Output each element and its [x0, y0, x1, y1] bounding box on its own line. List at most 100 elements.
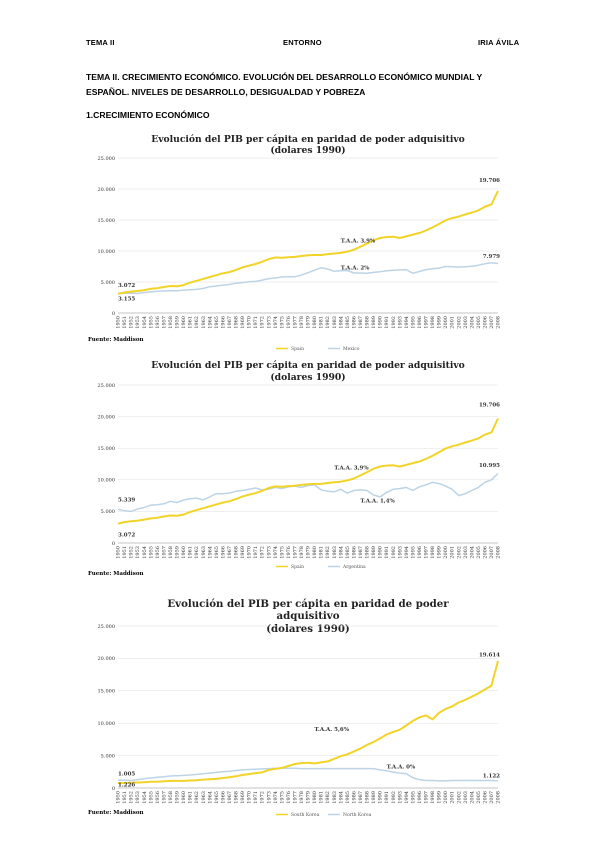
series-line-north-korea — [117, 767, 499, 782]
document-title: TEMA II. CRECIMIENTO ECONÓMICO. EVOLUCIÓ… — [86, 72, 483, 97]
x-tick-label: 1982 — [325, 316, 331, 329]
data-label: 3.155 — [118, 297, 135, 303]
x-tick-label: 1951 — [122, 791, 128, 804]
x-tick-label: 1951 — [122, 316, 128, 329]
x-tick-label: 2000 — [443, 546, 449, 559]
x-tick-label: 2005 — [476, 316, 482, 329]
x-tick-label: 1986 — [351, 791, 357, 804]
y-tick-label: 25.000 — [98, 383, 116, 389]
x-tick-label: 1985 — [345, 546, 351, 559]
chart-title: Evolución del PIB per cápita en paridad … — [167, 598, 449, 610]
x-tick-label: 1953 — [135, 316, 141, 329]
x-tick-label: 1992 — [391, 791, 397, 804]
x-tick-label: 2001 — [450, 546, 456, 559]
x-tick-label: 1957 — [161, 316, 167, 329]
x-tick-label: 1968 — [234, 316, 240, 329]
x-tick-label: 1962 — [194, 316, 200, 329]
chart-source: Fuente: Maddison — [88, 337, 144, 343]
x-tick-label: 1963 — [201, 791, 207, 804]
x-tick-label: 1987 — [358, 316, 364, 329]
data-label: 1.122 — [483, 774, 500, 780]
x-tick-label: 2006 — [482, 316, 488, 329]
x-tick-label: 1970 — [247, 546, 253, 559]
legend-label: North Korea — [343, 812, 372, 818]
section-title: 1.CRECIMIENTO ECONÓMICO — [86, 110, 210, 120]
chart-title: (dolares 1990) — [266, 623, 350, 635]
x-tick-label: 1955 — [148, 316, 154, 329]
x-tick-label: 1979 — [306, 546, 312, 559]
series-line-spain — [117, 418, 499, 525]
x-tick-label: 1997 — [424, 791, 430, 804]
x-tick-label: 1956 — [155, 316, 161, 329]
x-tick-label: 2006 — [482, 791, 488, 804]
chart-svg: Evolución del PIB per cápita en paridad … — [88, 134, 502, 352]
chart-title: Evolución del PIB per cápita en paridad … — [151, 134, 465, 145]
x-tick-label: 2000 — [443, 791, 449, 804]
x-tick-label: 1953 — [135, 546, 141, 559]
x-tick-label: 1975 — [279, 316, 285, 329]
data-label: T.A.A. 3,9% — [334, 466, 369, 472]
x-tick-label: 1967 — [227, 316, 233, 329]
x-tick-label: 1954 — [142, 546, 148, 559]
x-tick-label: 1967 — [227, 791, 233, 804]
x-tick-label: 2005 — [476, 546, 482, 559]
x-tick-label: 1987 — [358, 546, 364, 559]
x-tick-label: 1972 — [260, 546, 266, 559]
x-tick-label: 1955 — [148, 791, 154, 804]
x-tick-label: 1973 — [266, 791, 272, 804]
x-tick-label: 1979 — [306, 791, 312, 804]
x-tick-label: 2002 — [456, 316, 462, 329]
x-tick-label: 1968 — [234, 791, 240, 804]
x-tick-label: 2008 — [496, 546, 502, 559]
x-tick-label: 1954 — [142, 791, 148, 804]
header-center: ENTORNO — [283, 38, 322, 47]
chart-title: (dolares 1990) — [270, 372, 345, 383]
y-tick-label: 10.000 — [98, 249, 116, 255]
series-line-spain — [117, 190, 499, 295]
x-tick-label: 1991 — [384, 546, 390, 559]
y-tick-label: 25.000 — [98, 156, 116, 162]
x-tick-label: 1971 — [253, 546, 259, 559]
x-tick-label: 1977 — [292, 546, 298, 559]
x-tick-label: 1988 — [365, 546, 371, 559]
x-tick-label: 1961 — [188, 791, 194, 804]
x-tick-label: 1971 — [253, 791, 259, 804]
data-label: T.A.A. 1,4% — [360, 499, 395, 505]
x-tick-label: 1968 — [234, 546, 240, 559]
x-tick-label: 1958 — [168, 791, 174, 804]
x-tick-label: 1959 — [175, 791, 181, 804]
chart-title: (dolares 1990) — [270, 145, 345, 156]
x-tick-label: 2007 — [489, 791, 495, 804]
y-tick-label: 15.000 — [98, 689, 116, 695]
x-tick-label: 1983 — [332, 316, 338, 329]
x-tick-label: 1986 — [351, 316, 357, 329]
series-line-mexico — [117, 262, 499, 295]
x-tick-label: 1996 — [417, 791, 423, 804]
x-tick-label: 1956 — [155, 546, 161, 559]
x-tick-label: 1957 — [161, 546, 167, 559]
x-tick-label: 2001 — [450, 791, 456, 804]
x-tick-label: 2002 — [456, 791, 462, 804]
x-tick-label: 1971 — [253, 316, 259, 329]
x-tick-label: 1994 — [404, 546, 410, 559]
x-tick-label: 1966 — [220, 791, 226, 804]
y-tick-label: 15.000 — [98, 218, 116, 224]
x-tick-label: 1992 — [391, 546, 397, 559]
x-tick-label: 1978 — [299, 316, 305, 329]
x-tick-label: 1985 — [345, 791, 351, 804]
x-tick-label: 1994 — [404, 791, 410, 804]
x-tick-label: 1996 — [417, 316, 423, 329]
x-tick-label: 1999 — [437, 791, 443, 804]
legend-label: Spain — [291, 564, 304, 570]
x-tick-label: 2002 — [456, 546, 462, 559]
chart-korea: Evolución del PIB per cápita en paridad … — [86, 596, 516, 821]
y-tick-label: 5.000 — [101, 753, 115, 759]
x-tick-label: 2008 — [496, 791, 502, 804]
x-tick-label: 1969 — [240, 316, 246, 329]
x-tick-label: 1970 — [247, 316, 253, 329]
x-tick-label: 1994 — [404, 316, 410, 329]
y-tick-label: 0 — [112, 311, 115, 317]
x-tick-label: 1950 — [116, 791, 122, 804]
x-tick-label: 1989 — [371, 791, 377, 804]
x-tick-label: 1990 — [378, 316, 384, 329]
